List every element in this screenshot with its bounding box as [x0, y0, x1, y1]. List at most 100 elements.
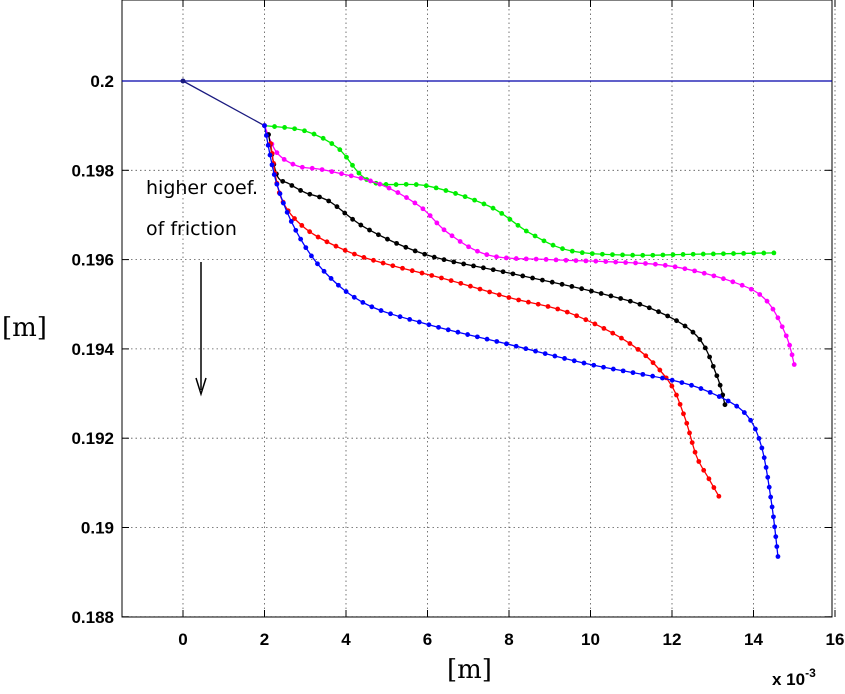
series-point — [443, 188, 449, 193]
series-point — [613, 259, 619, 265]
series-point — [751, 250, 757, 256]
series-point — [477, 286, 483, 292]
series-point — [326, 198, 332, 204]
series-point — [623, 260, 629, 265]
series-point — [571, 358, 577, 364]
series-point — [716, 493, 722, 499]
x-tick-label: 12 — [663, 630, 682, 649]
series-point — [759, 445, 765, 451]
series-point — [467, 283, 473, 289]
series-point — [706, 476, 712, 482]
series-point — [660, 252, 666, 258]
series-point — [674, 318, 679, 324]
series-point — [682, 266, 688, 272]
series-point — [263, 133, 269, 138]
series-point — [369, 304, 375, 310]
series-point — [429, 273, 435, 278]
series-point — [579, 286, 585, 292]
series-point — [635, 346, 641, 352]
series-point — [630, 370, 636, 376]
series-point — [540, 277, 545, 283]
series-point — [598, 291, 604, 296]
series-point — [328, 276, 334, 281]
series-point — [690, 251, 696, 257]
series-point — [400, 265, 405, 271]
series-point — [475, 248, 480, 254]
series-point — [707, 354, 712, 360]
series-point — [494, 254, 499, 260]
series-point — [342, 210, 348, 216]
series-point — [309, 165, 315, 171]
series-point — [503, 255, 509, 261]
series-point — [593, 258, 599, 264]
series-line — [269, 143, 720, 497]
series-point — [791, 362, 797, 367]
series-point — [329, 141, 335, 146]
series-point — [771, 514, 776, 520]
series-point — [416, 319, 422, 325]
series-point — [710, 363, 716, 369]
x-tick-label: 16 — [826, 630, 845, 649]
series-point — [523, 228, 529, 234]
series-point — [317, 194, 322, 200]
y-tick-label: 0.196 — [71, 251, 114, 270]
series-point — [315, 234, 321, 240]
series-point — [692, 449, 698, 455]
series-point — [420, 206, 426, 212]
series-point — [490, 205, 496, 211]
series-point — [643, 353, 649, 359]
series-point — [290, 161, 296, 167]
series-point — [513, 256, 519, 261]
series-point — [329, 169, 335, 175]
series-point — [553, 257, 559, 263]
series-point — [351, 294, 357, 300]
series-point — [734, 403, 740, 409]
series-point — [445, 327, 451, 333]
series-point — [358, 222, 364, 228]
series-point — [674, 392, 679, 398]
series-point — [504, 341, 509, 347]
series-point — [581, 360, 587, 366]
series-point — [403, 181, 409, 187]
series-point — [436, 324, 441, 330]
series-point — [419, 270, 425, 276]
series-point — [395, 190, 401, 195]
series-point — [385, 236, 390, 242]
series-point — [376, 232, 381, 238]
series-point — [368, 178, 373, 184]
series-point — [490, 267, 496, 273]
series-point — [783, 333, 789, 339]
y-tick-label: 0.2 — [90, 72, 114, 91]
series-point — [288, 219, 294, 224]
series-point — [303, 245, 309, 251]
series-0 — [262, 123, 777, 258]
series-point — [701, 467, 707, 473]
series-point — [640, 252, 646, 258]
friction-annotation: higher coef. of friction — [146, 177, 258, 397]
series-point — [386, 185, 392, 191]
series-point — [390, 263, 396, 269]
series-1 — [262, 123, 797, 367]
series-point — [569, 284, 575, 289]
series-point — [472, 197, 477, 203]
series-point — [441, 227, 447, 233]
series-point — [500, 269, 506, 275]
series-point — [441, 257, 447, 263]
series-point — [265, 142, 271, 148]
series-3 — [268, 141, 722, 499]
series-point — [533, 256, 539, 262]
series-point — [299, 164, 305, 170]
series-point — [397, 314, 403, 320]
series-point — [552, 353, 558, 359]
series-point — [453, 191, 458, 196]
series-point — [765, 474, 771, 480]
series-point — [378, 308, 384, 313]
series-point — [707, 389, 713, 395]
annotation-line-1: higher coef. — [146, 177, 258, 199]
series-point — [457, 239, 463, 244]
series-point — [770, 306, 776, 312]
series-point — [656, 309, 661, 315]
series-point — [601, 364, 606, 370]
series-4 — [262, 123, 781, 559]
series-point — [640, 371, 646, 377]
